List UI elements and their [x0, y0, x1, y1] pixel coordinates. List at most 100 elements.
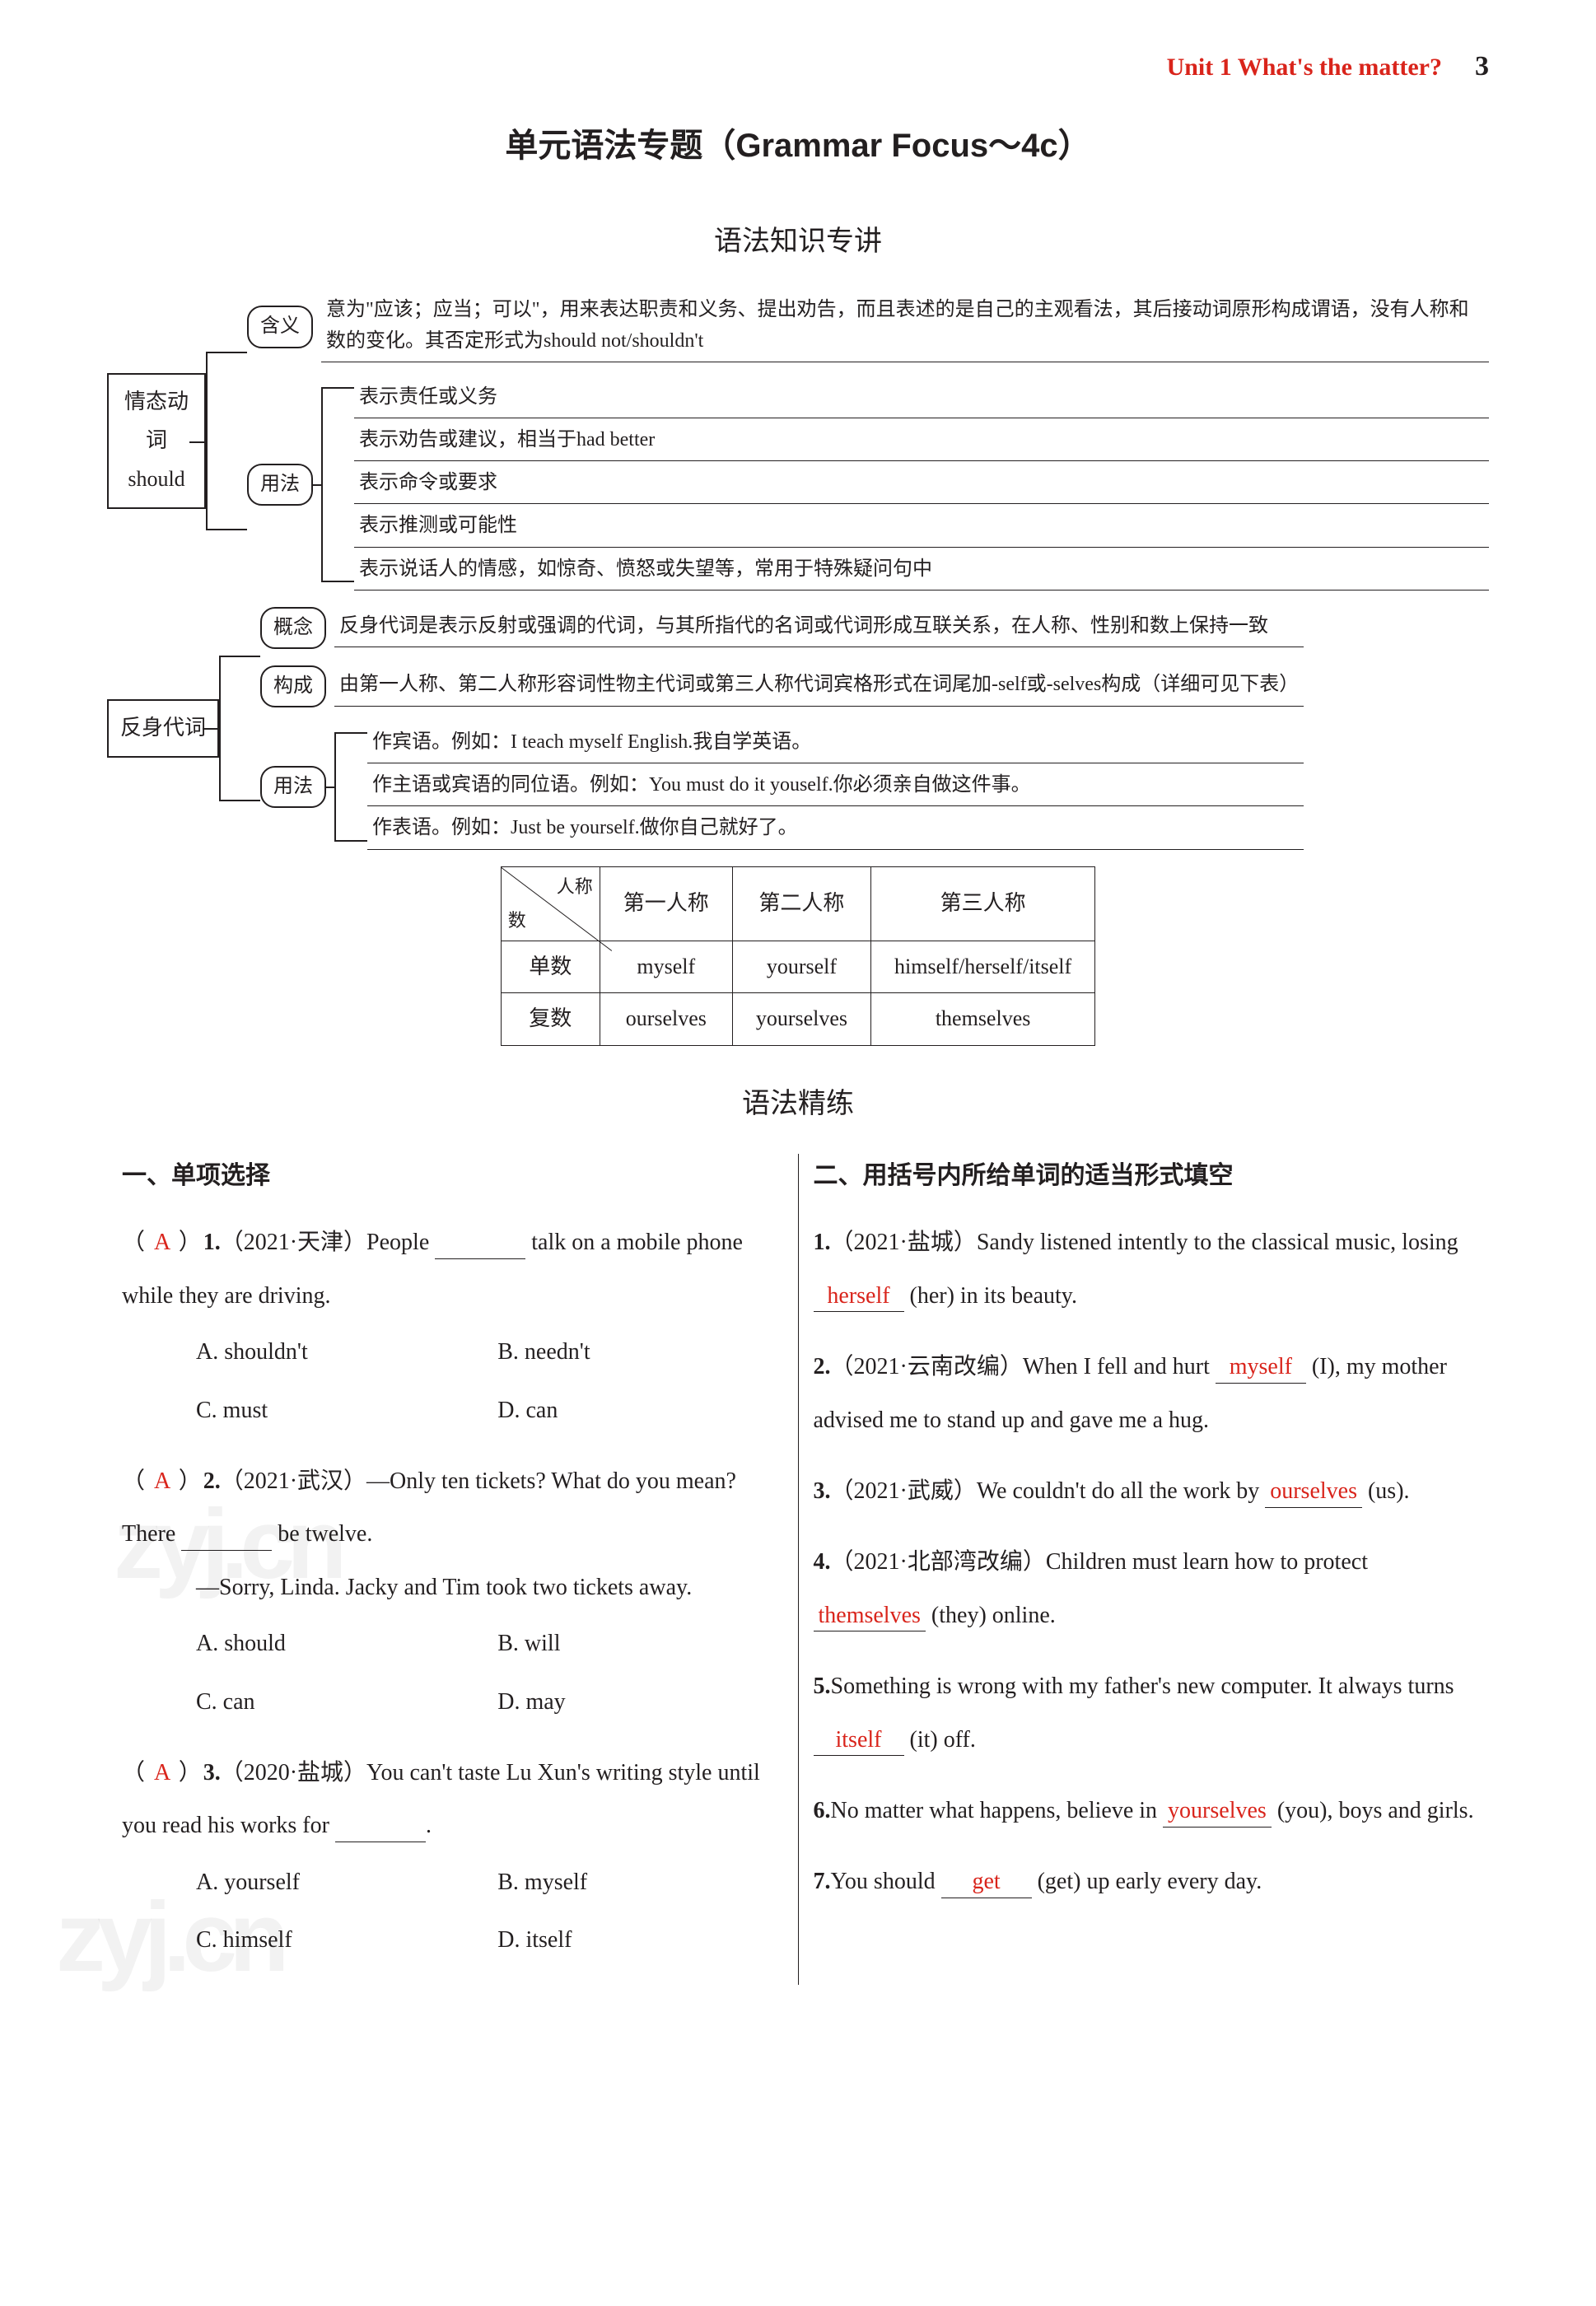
option: B. will — [497, 1617, 782, 1670]
stem-c: —Sorry, Linda. Jacky and Tim took two ti… — [122, 1561, 692, 1614]
q-num: 3. — [814, 1478, 831, 1504]
branch-concept: 概念 反身代词是表示反射或强调的代词，与其所指代的名词或代词形成互联关系，在人称… — [260, 607, 1304, 649]
column-right: 二、用括号内所给单词的适当形式填空 1.（2021·盐城）Sandy liste… — [799, 1154, 1490, 1985]
branch-meaning: 含义 意为"应该；应当；可以"，用来表达职责和义务、提出劝告，而且表述的是自己的… — [247, 292, 1489, 362]
cell: yourself — [732, 941, 870, 993]
usage-line: 表示说话人的情感，如惊奇、愤怒或失望等，常用于特殊疑问句中 — [354, 551, 1489, 591]
post: (you), boys and girls. — [1272, 1798, 1474, 1823]
pre: Children must learn how to protect — [1046, 1549, 1368, 1575]
exercise-columns: 一、单项选择 （ A ）1.（2021·天津）People talk on a … — [107, 1154, 1489, 1985]
concept-text: 反身代词是表示反射或强调的代词，与其所指代的名词或代词形成互联关系，在人称、性别… — [334, 608, 1304, 647]
pre: Sandy listened intently to the classical… — [977, 1230, 1458, 1255]
post: (us). — [1362, 1478, 1410, 1504]
usage-line: 表示命令或要求 — [354, 464, 1489, 504]
q-src: （2021·盐城） — [831, 1230, 977, 1255]
usage-line: 表示推测或可能性 — [354, 507, 1489, 547]
q-num: 1. — [203, 1230, 221, 1255]
form-text: 由第一人称、第二人称形容词性物主代词或第三人称代词宾格形式在词尾加-self或-… — [334, 666, 1304, 706]
question-3: （ A ）3.（2020·盐城）You can't taste Lu Xun's… — [122, 1747, 783, 1968]
answer-letter: A — [154, 1230, 171, 1255]
post: (her) in its beauty. — [904, 1283, 1077, 1309]
options: zyj.cn A. yourself B. myself C. himself … — [122, 1856, 783, 1968]
cell: himself/herself/itself — [871, 941, 1095, 993]
stem-b: . — [426, 1813, 432, 1838]
cell: yourselves — [732, 993, 870, 1046]
tree-mid: 含义 意为"应该；应当；可以"，用来表达职责和义务、提出劝告，而且表述的是自己的… — [247, 292, 1489, 590]
q-src: （2021·武威） — [831, 1478, 977, 1504]
root-label: 反身代词 — [120, 709, 206, 748]
q-num: 6. — [814, 1798, 831, 1823]
option: C. must — [196, 1384, 481, 1437]
q-src: （2021·武汉） — [221, 1468, 366, 1494]
usage-line: 表示责任或义务 — [354, 379, 1489, 418]
q-num: 3. — [203, 1760, 221, 1786]
options: A. should B. will C. can D. may — [122, 1617, 783, 1729]
stem-a: People — [366, 1230, 435, 1255]
sub-bracket-icon — [321, 379, 354, 591]
diag-bot: 数 — [508, 904, 526, 937]
pre: No matter what happens, believe in — [831, 1798, 1164, 1823]
blank — [335, 1812, 426, 1842]
option: D. can — [497, 1384, 782, 1437]
branch-usage: 用法 表示责任或义务 表示劝告或建议，相当于had better 表示命令或要求… — [247, 379, 1489, 591]
fill-question: 5.Something is wrong with my father's ne… — [814, 1660, 1475, 1767]
q-num: 4. — [814, 1549, 831, 1575]
usage2-line: 作主语或宾语的同位语。例如：You must do it youself.你必须… — [367, 767, 1304, 806]
row-label: 单数 — [501, 941, 600, 993]
options: A. shouldn't B. needn't C. must D. can — [122, 1326, 783, 1437]
branch-usage2: 用法 作宾语。例如：I teach myself English.我自学英语。 … — [260, 724, 1304, 850]
pre: We couldn't do all the work by — [977, 1478, 1265, 1504]
q-src: （2021·北部湾改编） — [831, 1549, 1046, 1575]
fill-question: 6.No matter what happens, believe in you… — [814, 1785, 1475, 1837]
option: C. can — [196, 1676, 481, 1729]
page-root: Unit 1 What's the matter? 3 单元语法专题（Gramm… — [107, 41, 1489, 1985]
fill-answer: herself — [814, 1282, 904, 1313]
usage-label: 用法 — [247, 464, 313, 506]
meaning-text: 意为"应该；应当；可以"，用来表达职责和义务、提出劝告，而且表述的是自己的主观看… — [321, 292, 1489, 362]
tree-mid: 概念 反身代词是表示反射或强调的代词，与其所指代的名词或代词形成互联关系，在人称… — [260, 607, 1304, 850]
sub-bracket-icon — [334, 724, 367, 850]
grammar-tree-reflexive: 反身代词 概念 反身代词是表示反射或强调的代词，与其所指代的名词或代词形成互联关… — [107, 607, 1489, 850]
post: (they) online. — [926, 1603, 1056, 1628]
table-row: 人称 数 第一人称 第二人称 第三人称 — [501, 866, 1094, 941]
cell: myself — [600, 941, 732, 993]
fill-answer: yourselves — [1163, 1797, 1272, 1828]
grammar-tree-should: 情态动词 should 含义 意为"应该；应当；可以"，用来表达职责和义务、提出… — [107, 292, 1489, 590]
section2-heading: 二、用括号内所给单词的适当形式填空 — [814, 1154, 1475, 1198]
usage2-line: 作表语。例如：Just be yourself.做你自己就好了。 — [367, 810, 1304, 849]
q-src: （2021·天津） — [221, 1230, 366, 1255]
pre: When I fell and hurt — [1023, 1354, 1216, 1379]
practice-title: 语法精练 — [107, 1079, 1489, 1129]
fill-question: 7.You should get (get) up early every da… — [814, 1856, 1475, 1908]
col-header: 第二人称 — [732, 866, 870, 941]
option: A. yourself — [196, 1856, 481, 1909]
option: B. needn't — [497, 1326, 782, 1379]
blank — [435, 1229, 525, 1259]
col-header: 第三人称 — [871, 866, 1095, 941]
usage2-label: 用法 — [260, 766, 326, 808]
stem-b: be twelve. — [272, 1521, 372, 1547]
concept-label: 概念 — [260, 607, 326, 649]
root-label-2: should — [120, 460, 193, 499]
blank — [181, 1520, 272, 1551]
fill-question: 3.（2021·武威）We couldn't do all the work b… — [814, 1465, 1475, 1518]
usage2-line: 作宾语。例如：I teach myself English.我自学英语。 — [367, 724, 1304, 763]
q-num: 2. — [814, 1354, 831, 1379]
option: A. should — [196, 1617, 481, 1670]
fill-answer: themselves — [814, 1602, 926, 1632]
pre: You should — [831, 1869, 941, 1894]
fill-answer: ourselves — [1265, 1477, 1362, 1508]
branch-form: 构成 由第一人称、第二人称形容词性物主代词或第三人称代词宾格形式在词尾加-sel… — [260, 665, 1304, 707]
root-label-1: 情态动词 — [120, 383, 193, 460]
section1-heading: 一、单项选择 — [122, 1154, 783, 1198]
q-num: 5. — [814, 1673, 831, 1699]
option: A. shouldn't — [196, 1326, 481, 1379]
main-title: 单元语法专题（Grammar Focus～4c） — [107, 116, 1489, 175]
q-num: 2. — [203, 1468, 221, 1494]
post: (get) up early every day. — [1032, 1869, 1262, 1894]
post: (it) off. — [904, 1727, 976, 1753]
col-header: 第一人称 — [600, 866, 732, 941]
table-row: 复数 ourselves yourselves themselves — [501, 993, 1094, 1046]
row-label: 复数 — [501, 993, 600, 1046]
bracket-icon — [219, 607, 260, 850]
